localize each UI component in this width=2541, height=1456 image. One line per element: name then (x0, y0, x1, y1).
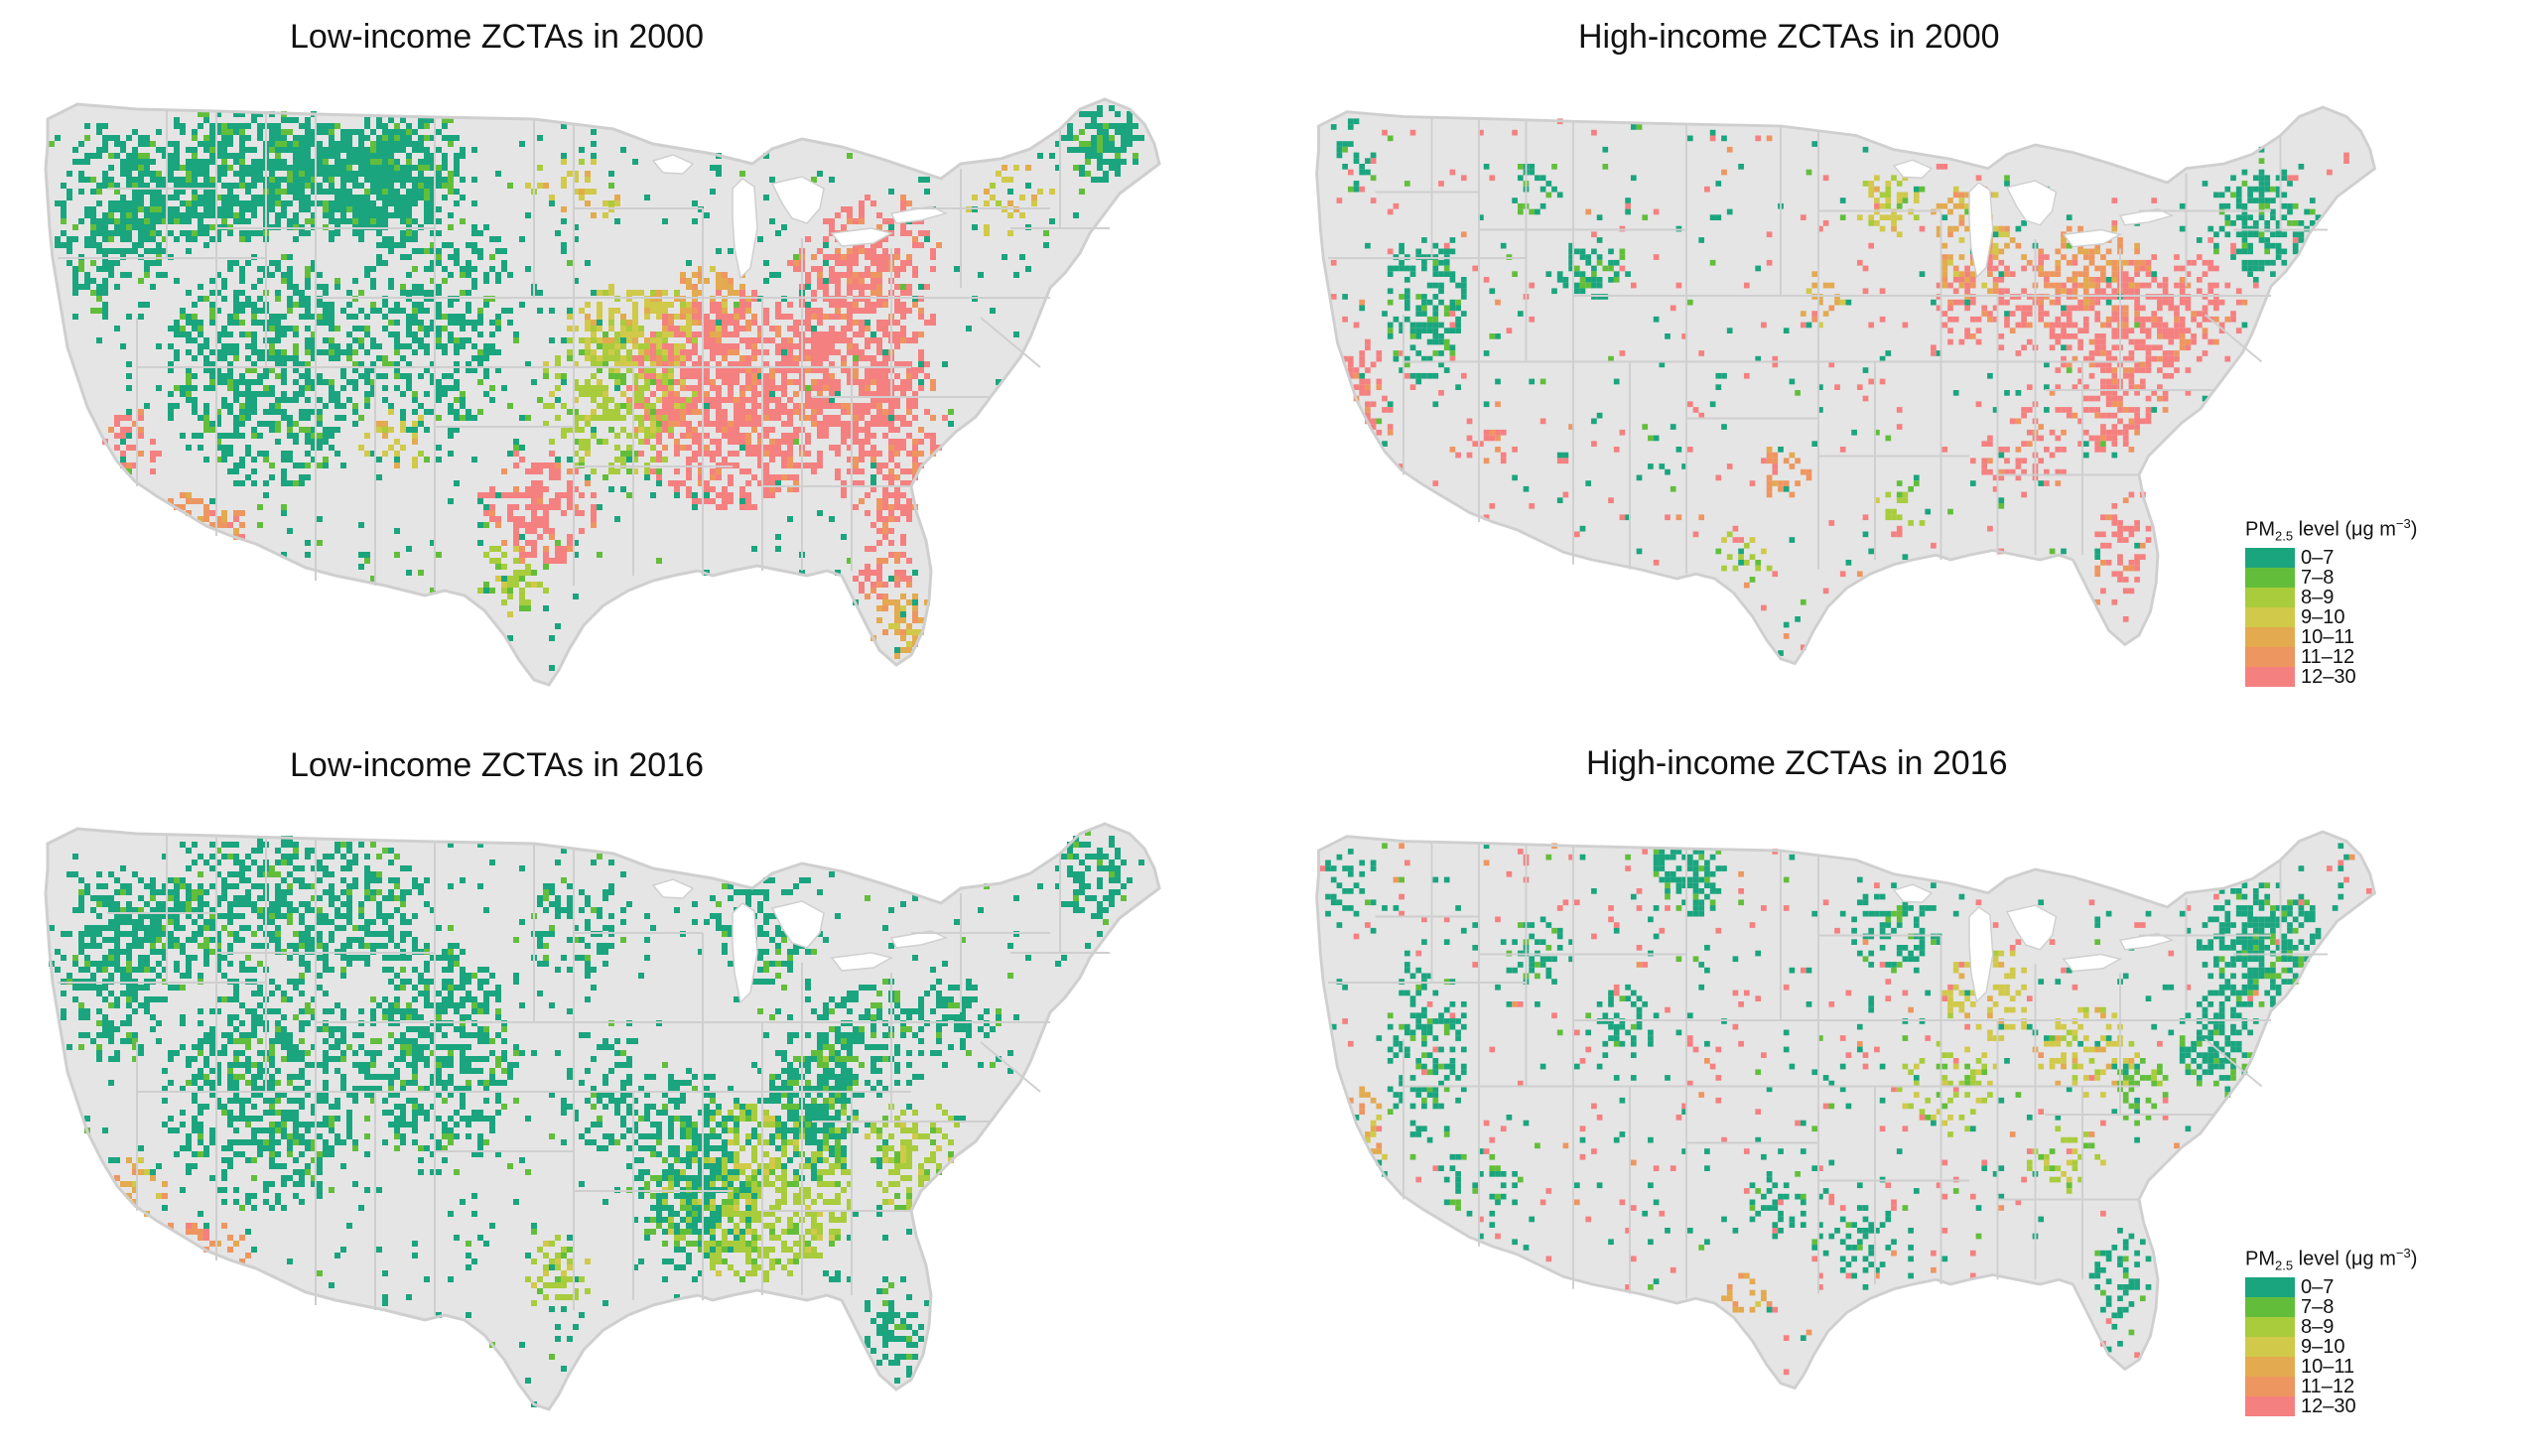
state-borders (1328, 118, 2328, 575)
legend-item: 11–12 (2245, 645, 2417, 668)
legend-item: 7–8 (2245, 566, 2417, 589)
legend-swatch (2245, 626, 2295, 647)
legend-item: 10–11 (2245, 1355, 2417, 1378)
legend-swatch (2245, 567, 2295, 588)
zcta-cells (1330, 118, 2349, 656)
legend-title: PM2.5 level (μg m−3) (2245, 1246, 2418, 1273)
legend-label: 9–10 (2301, 1335, 2345, 1358)
legend-label: 11–12 (2301, 645, 2355, 668)
legend-swatch (2245, 1356, 2295, 1377)
legend-label: 7–8 (2301, 566, 2335, 589)
great-lake (2062, 228, 2122, 248)
state-borders (1328, 843, 2328, 1299)
legend-label: 8–9 (2301, 1315, 2335, 1338)
state-borders (58, 111, 1110, 591)
legend-swatch (2245, 587, 2295, 607)
great-lake (830, 227, 894, 247)
pm25-legend: PM2.5 level (μg m−3) 0–7 7–8 8–9 9–10 10–11 1… (2245, 1246, 2417, 1416)
great-lake (830, 952, 894, 972)
legend-swatch (2245, 1395, 2295, 1416)
legend-item: 8–9 (2245, 586, 2417, 608)
legend-label: 10–11 (2301, 625, 2355, 648)
great-lake (2062, 953, 2122, 973)
us-outline (1315, 830, 2377, 1390)
panel-title: High-income ZCTAs in 2016 (1586, 744, 2008, 782)
legend-item: 12–30 (2245, 665, 2417, 688)
legend-swatch (2245, 547, 2295, 568)
great-lake (2005, 180, 2058, 226)
legend-item: 7–8 (2245, 1295, 2417, 1318)
legend-item: 0–7 (2245, 546, 2417, 569)
zcta-cells (1319, 843, 2372, 1376)
legend-item: 9–10 (2245, 605, 2417, 628)
great-lake (732, 902, 758, 1004)
zcta-cells (49, 830, 1144, 1407)
state-borders (58, 836, 1110, 1315)
legend-item: 0–7 (2245, 1275, 2417, 1298)
legend-item: 9–10 (2245, 1335, 2417, 1358)
us-map-low-income-2016 (44, 822, 1161, 1411)
legend-rows: 0–7 7–8 8–9 9–10 10–11 11–12 12–30 (2245, 546, 2417, 688)
legend-label: 7–8 (2301, 1295, 2335, 1318)
legend-label: 10–11 (2301, 1355, 2355, 1378)
us-land-area (1315, 105, 2376, 665)
legend-swatch (2245, 1276, 2295, 1297)
legend-label: 8–9 (2301, 586, 2335, 608)
us-map-high-income-2016 (1315, 830, 2377, 1390)
legend-item: 12–30 (2245, 1394, 2417, 1417)
legend-label: 0–7 (2301, 1275, 2335, 1298)
us-outline (44, 97, 1161, 687)
great-lake (1892, 159, 1934, 179)
great-lake (770, 900, 825, 949)
legend-label: 11–12 (2301, 1375, 2355, 1397)
great-lake (1968, 182, 1994, 279)
us-land-area (1315, 830, 2376, 1390)
legend-label: 12–30 (2301, 1394, 2356, 1417)
us-map-high-income-2000 (1315, 105, 2377, 666)
great-lake (770, 176, 825, 224)
great-lake (2005, 904, 2058, 951)
legend-title: PM2.5 level (μg m−3) (2245, 516, 2418, 544)
legend-swatch (2245, 646, 2295, 667)
legend-item: 11–12 (2245, 1375, 2417, 1397)
legend-swatch (2245, 1296, 2295, 1317)
us-outline (1315, 105, 2377, 666)
legend-swatch (2245, 1376, 2295, 1396)
great-lake (1968, 906, 1994, 1003)
legend-label: 12–30 (2301, 665, 2356, 688)
legend-swatch (2245, 1316, 2295, 1337)
panel-title: Low-income ZCTAs in 2016 (290, 746, 704, 784)
panel-title: Low-income ZCTAs in 2000 (290, 18, 704, 56)
legend-swatch (2245, 666, 2295, 687)
us-map-low-income-2000 (44, 97, 1161, 687)
legend-swatch (2245, 606, 2295, 627)
legend-label: 9–10 (2301, 605, 2345, 628)
legend-rows: 0–7 7–8 8–9 9–10 10–11 11–12 12–30 (2245, 1275, 2417, 1417)
legend-swatch (2245, 1336, 2295, 1357)
great-lake (651, 878, 695, 899)
legend-item: 10–11 (2245, 625, 2417, 648)
pm25-legend: PM2.5 level (μg m−3) 0–7 7–8 8–9 9–10 10–11 1… (2245, 516, 2417, 687)
us-outline (44, 822, 1161, 1411)
great-lake (651, 154, 695, 175)
legend-label: 0–7 (2301, 546, 2335, 569)
legend-item: 8–9 (2245, 1315, 2417, 1338)
great-lake (1892, 883, 1934, 903)
great-lake (732, 178, 758, 280)
panel-title: High-income ZCTAs in 2000 (1578, 18, 2000, 56)
